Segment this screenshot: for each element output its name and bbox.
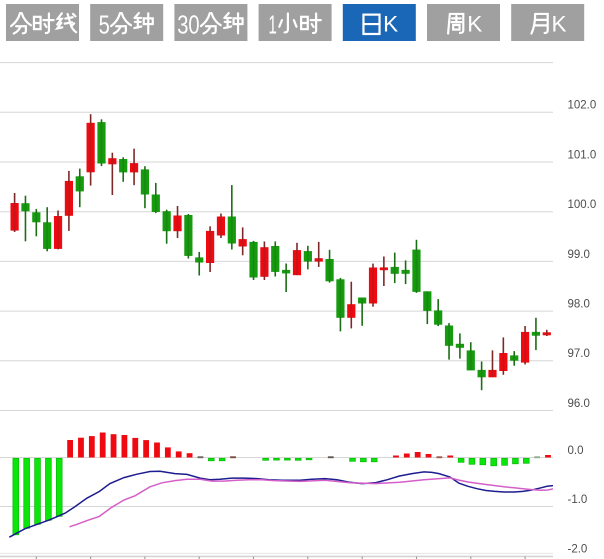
svg-text:101.0: 101.0: [568, 149, 597, 161]
svg-text:30: 30: [177, 9, 199, 39]
svg-text:-2.0: -2.0: [568, 544, 588, 556]
svg-text:98.0: 98.0: [568, 299, 590, 311]
svg-text:96.0: 96.0: [568, 398, 590, 410]
svg-text:99.0: 99.0: [568, 249, 590, 261]
svg-text:0.0: 0.0: [568, 445, 584, 457]
svg-text:-1.0: -1.0: [568, 494, 588, 506]
svg-text:102.0: 102.0: [568, 100, 597, 112]
svg-text:1: 1: [268, 9, 277, 39]
svg-text:100.0: 100.0: [568, 199, 597, 211]
svg-text:K: K: [467, 11, 482, 36]
svg-text:K: K: [383, 11, 398, 36]
svg-text:5: 5: [99, 9, 110, 39]
svg-text:97.0: 97.0: [568, 348, 590, 360]
svg-text:K: K: [552, 11, 567, 36]
